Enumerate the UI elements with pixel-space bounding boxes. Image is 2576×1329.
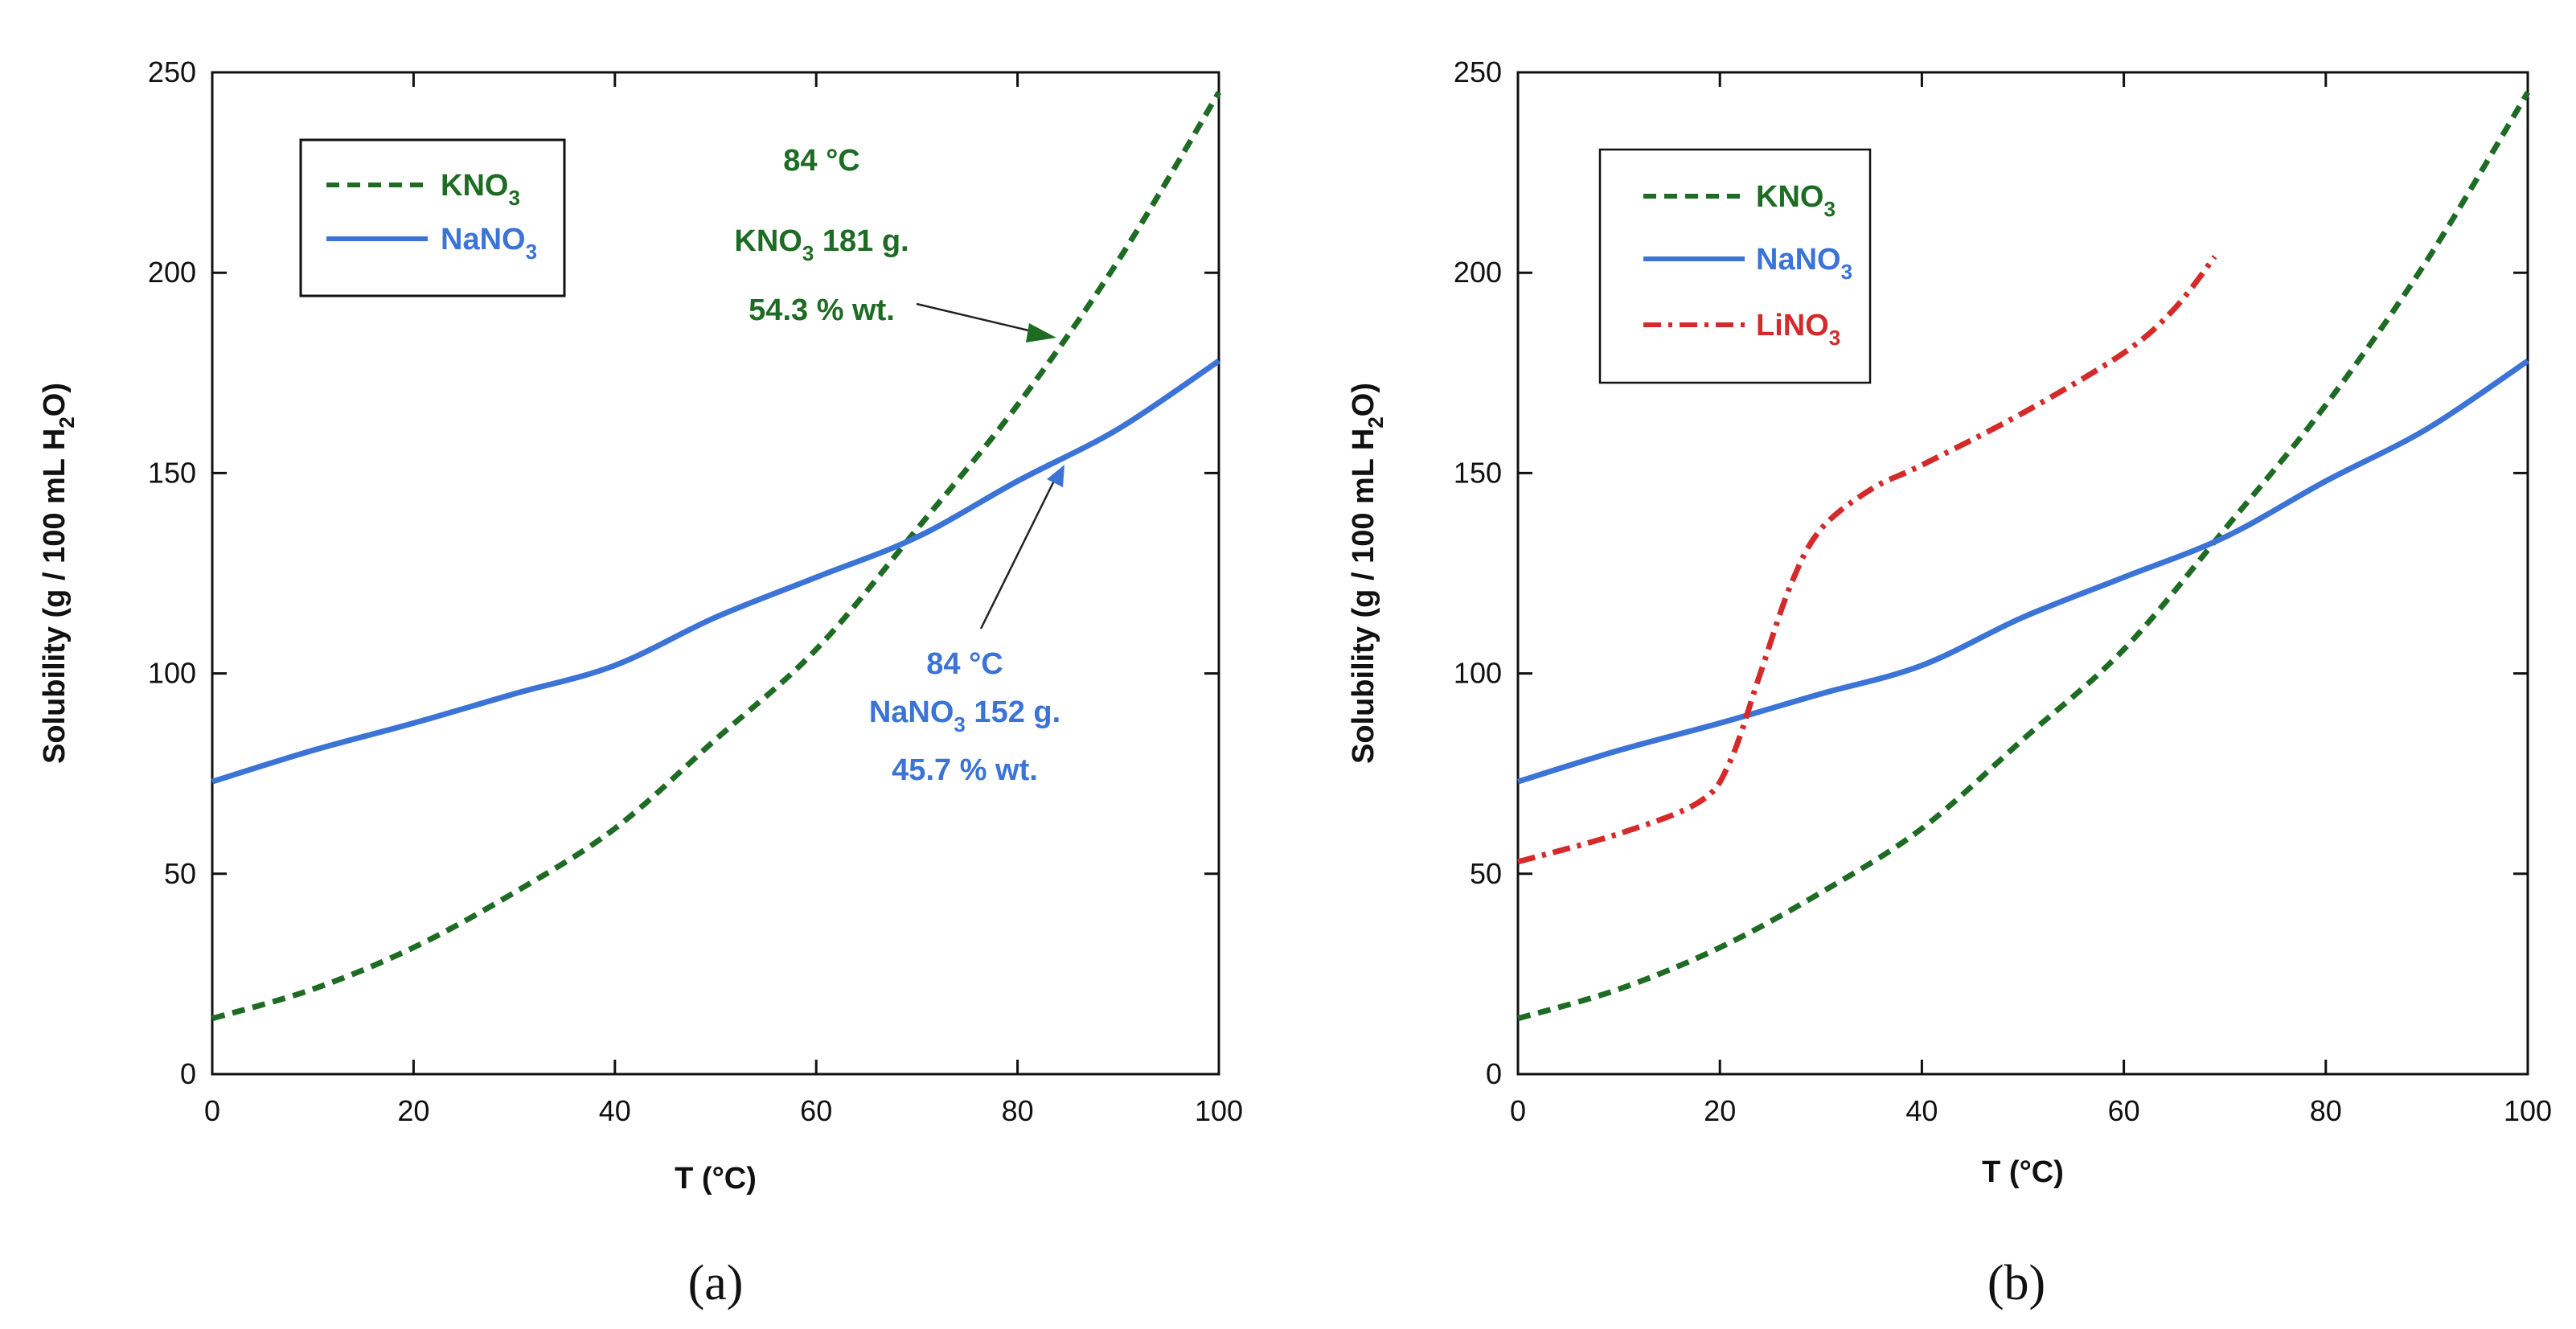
x-tick-label: 0 — [1510, 1094, 1526, 1127]
legend-label-nano3-b: NaNO3 — [1756, 243, 1852, 284]
legend-box-b — [1598, 148, 1872, 384]
annotation-kno3-arrowhead — [1026, 323, 1056, 343]
legend-b: KNO3 NaNO3 LiNO3 — [1598, 148, 1872, 384]
y-tick-label: 150 — [1454, 456, 1502, 489]
x-tick-label: 0 — [204, 1094, 220, 1127]
annotation-kno3-line3: 54.3 % wt. — [749, 293, 895, 327]
x-tick-label: 60 — [800, 1094, 832, 1127]
y-tick-label: 100 — [148, 657, 196, 690]
tick-marks-a — [211, 71, 1220, 1076]
annotation-nano3-84: 84 °C NaNO3 152 g. 45.7 % wt. — [869, 465, 1064, 787]
series-line-nano3 — [211, 358, 1220, 785]
x-tick-labels-b: 0 20 40 60 80 100 — [1510, 1094, 2552, 1127]
legend-label-kno3: KNO3 — [441, 169, 520, 210]
x-tick-label: 40 — [1905, 1094, 1938, 1127]
series-line-lino3 — [1517, 255, 2217, 865]
chart-panel-b: 0 20 40 60 80 100 0 50 100 150 200 250 T… — [1347, 55, 2552, 1311]
legend-a: KNO3 NaNO3 — [299, 138, 566, 297]
series-layer-b — [1516, 91, 2531, 1022]
chart-panel-a: 0 20 40 60 80 100 0 50 100 150 200 250 T… — [38, 55, 1243, 1311]
x-tick-labels-a: 0 20 40 60 80 100 — [204, 1094, 1243, 1127]
series-line-kno3 — [211, 91, 1222, 1022]
x-tick-label: 40 — [599, 1094, 631, 1127]
x-tick-label: 100 — [2504, 1094, 2552, 1127]
y-tick-label: 200 — [148, 256, 196, 289]
y-tick-label: 100 — [1454, 657, 1502, 690]
annotation-nano3-line2: NaNO3 152 g. — [869, 695, 1060, 736]
annotation-nano3-line3: 45.7 % wt. — [892, 753, 1038, 787]
tick-marks-b — [1516, 71, 2529, 1076]
legend-label-nano3: NaNO3 — [441, 223, 537, 264]
plot-frame-a — [211, 71, 1220, 1076]
x-axis-label-b: T (°C) — [1982, 1155, 2064, 1189]
y-tick-label: 250 — [148, 55, 196, 88]
y-tick-label: 50 — [164, 857, 196, 890]
y-tick-labels-b: 0 50 100 150 200 250 — [1454, 55, 1502, 1090]
y-tick-label: 0 — [1486, 1057, 1502, 1090]
annotation-kno3-line2: KNO3 181 g. — [734, 224, 909, 265]
y-tick-label: 200 — [1454, 256, 1502, 289]
x-tick-label: 80 — [1002, 1094, 1034, 1127]
annotation-nano3-arrowhead — [1047, 465, 1064, 487]
series-line-nano3 — [1516, 358, 2529, 785]
annotation-nano3-arrow — [979, 478, 1056, 630]
y-axis-label-a: Solubility (g / 100 mL H2O) — [38, 383, 79, 764]
plot-frame-b — [1516, 71, 2529, 1076]
legend-box-a — [299, 138, 566, 297]
x-tick-label: 20 — [1704, 1094, 1736, 1127]
legend-label-lino3-b: LiNO3 — [1756, 309, 1840, 350]
y-tick-label: 50 — [1470, 857, 1502, 890]
legend-label-kno3-b: KNO3 — [1756, 180, 1836, 221]
panel-label-a: (a) — [688, 1256, 744, 1311]
annotation-kno3-line1: 84 °C — [783, 144, 859, 178]
x-tick-label: 100 — [1195, 1094, 1243, 1127]
panel-label-b: (b) — [1987, 1256, 2045, 1311]
series-layer-a — [211, 91, 1222, 1022]
series-line-kno3 — [1517, 91, 2531, 1022]
x-tick-label: 60 — [2108, 1094, 2140, 1127]
annotation-nano3-line1: 84 °C — [926, 647, 1003, 681]
annotation-kno3-arrow — [916, 302, 1040, 334]
y-tick-labels-a: 0 50 100 150 200 250 — [148, 55, 196, 1090]
x-tick-label: 20 — [397, 1094, 429, 1127]
y-axis-label-b: Solubility (g / 100 mL H2O) — [1347, 383, 1388, 764]
y-tick-label: 0 — [180, 1057, 196, 1090]
y-tick-label: 250 — [1454, 55, 1502, 88]
y-tick-label: 150 — [148, 456, 196, 489]
x-axis-label-a: T (°C) — [675, 1162, 757, 1196]
annotation-kno3-84: 84 °C KNO3 181 g. 54.3 % wt. — [734, 144, 1056, 343]
x-tick-label: 80 — [2310, 1094, 2342, 1127]
